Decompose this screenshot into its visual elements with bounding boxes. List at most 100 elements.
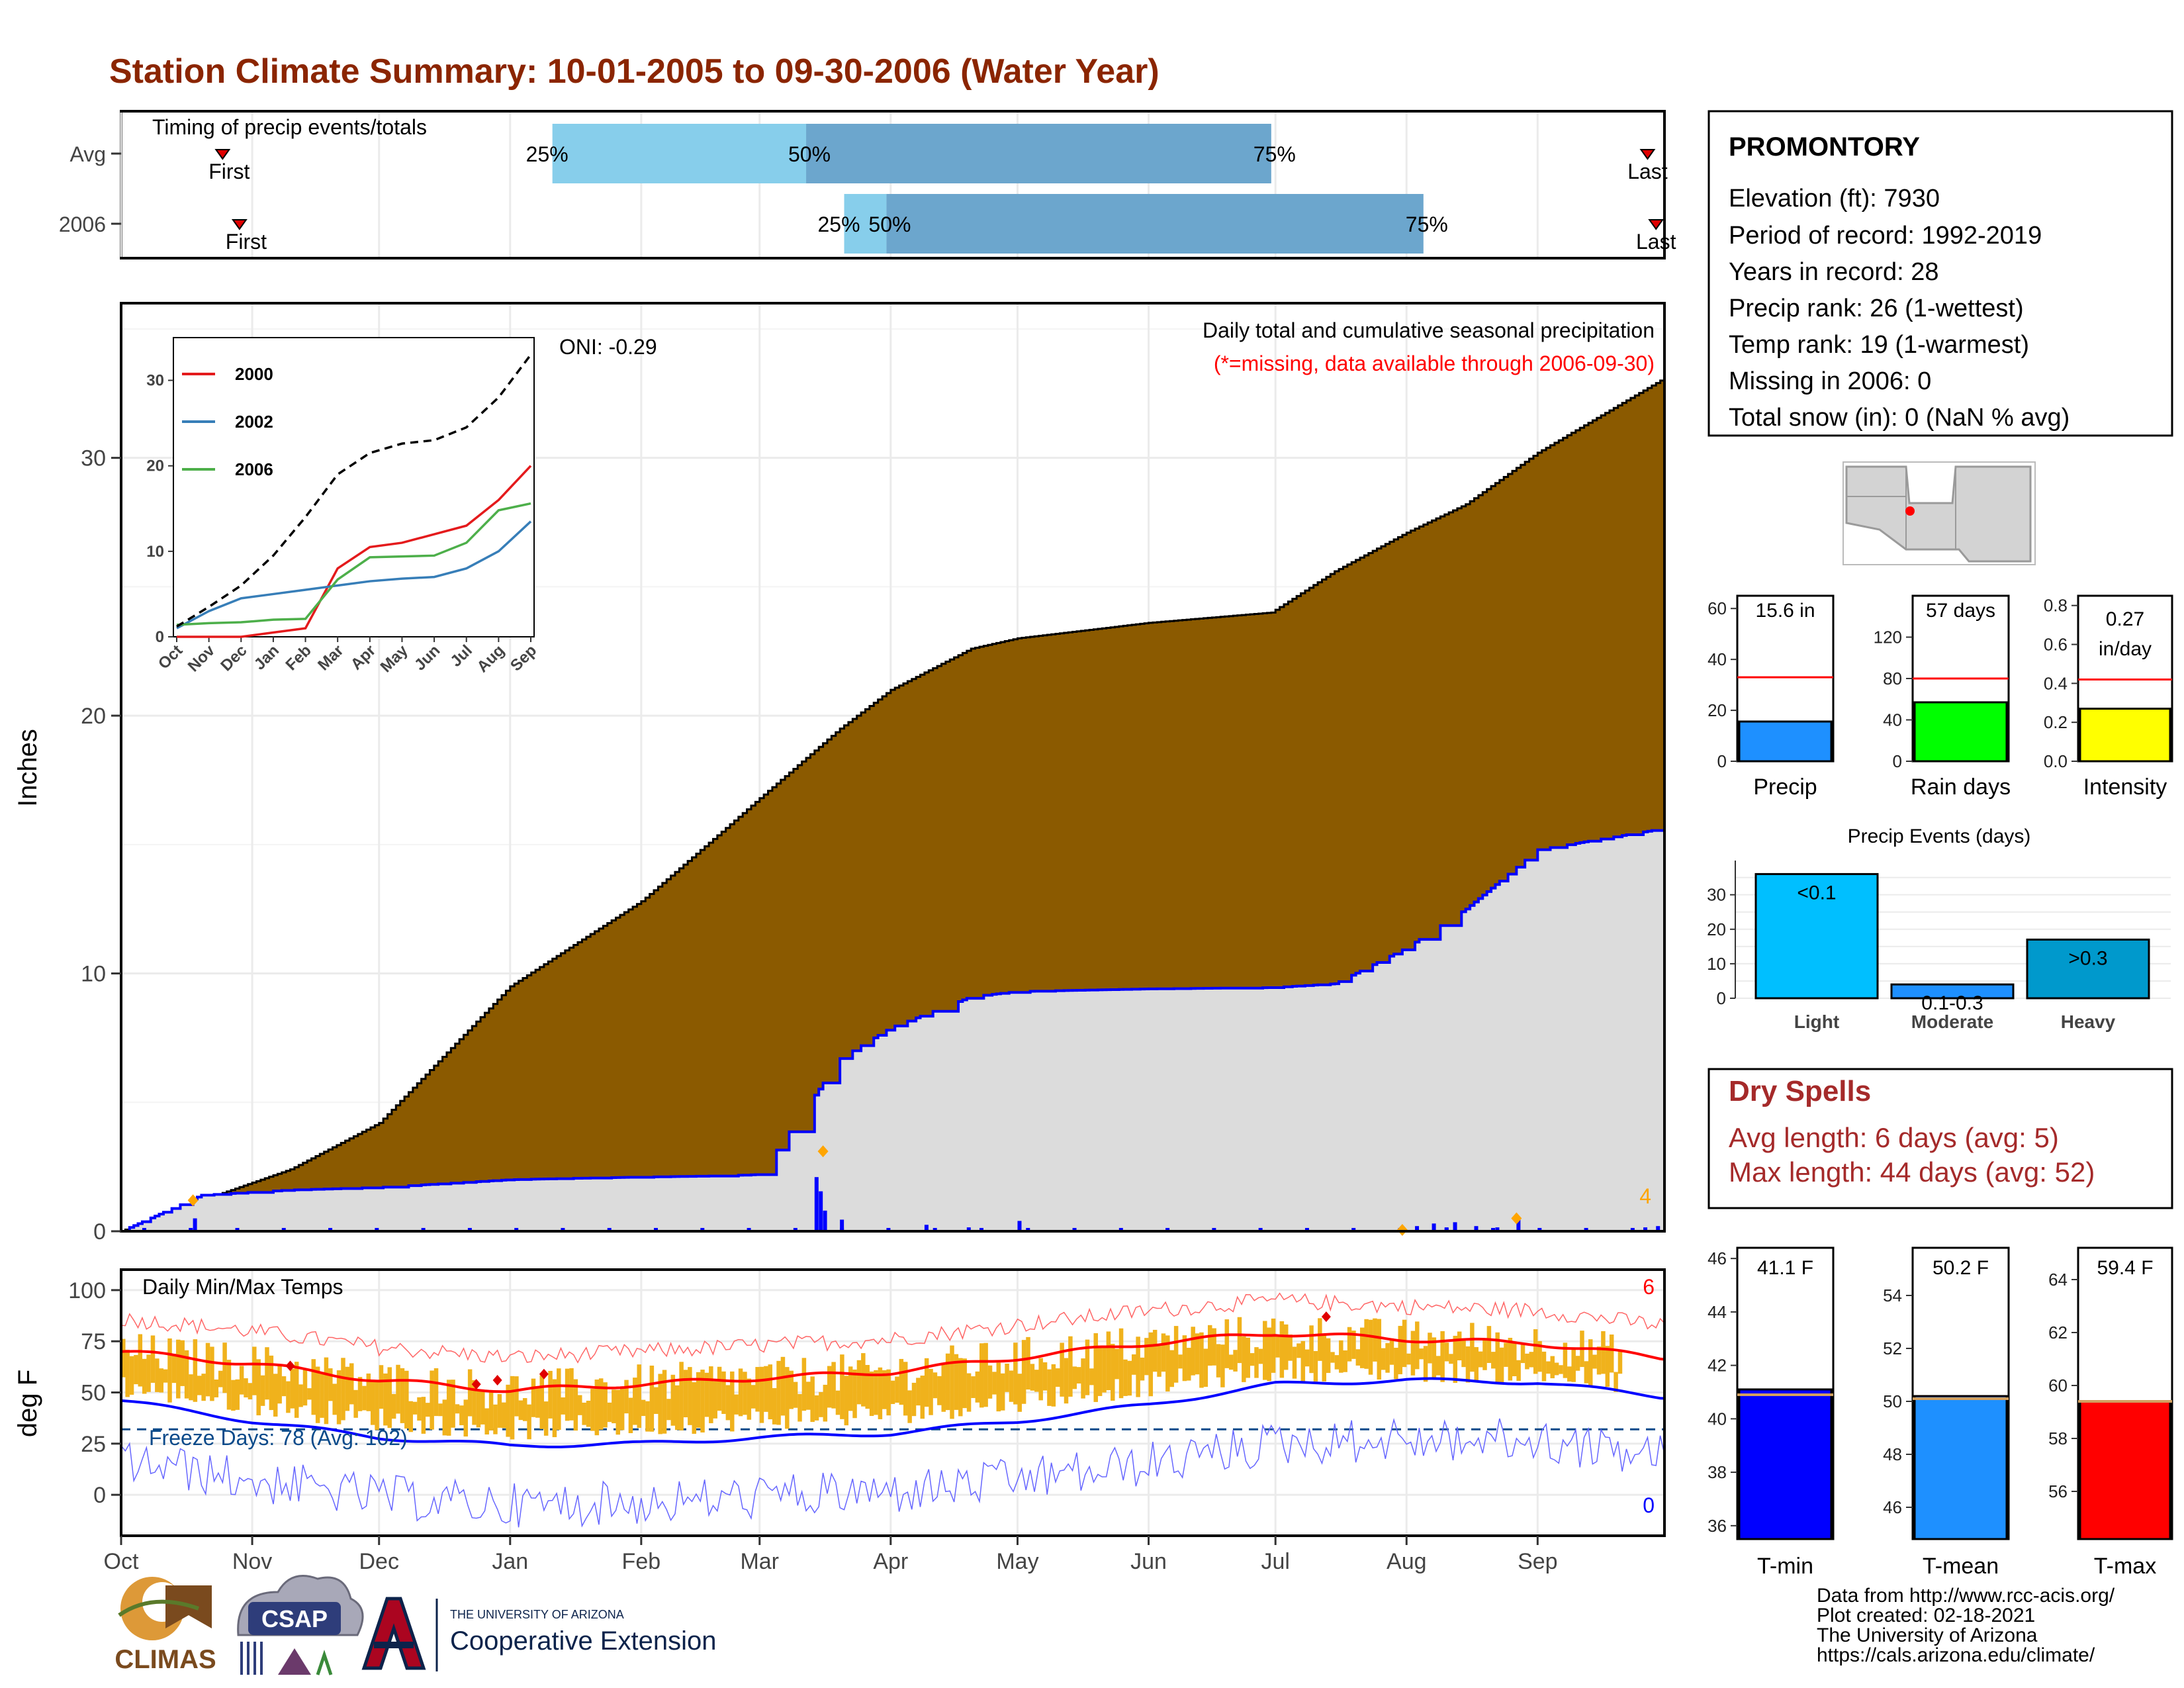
daily-temp-bar xyxy=(1474,1347,1479,1382)
daily-temp-bar xyxy=(1242,1336,1246,1382)
daily-temp-bar xyxy=(979,1343,984,1408)
daily-temp-bar xyxy=(1064,1358,1069,1404)
temp-xtick-label: Aug xyxy=(1387,1549,1427,1574)
temp-ytick-label: 25 xyxy=(81,1432,106,1457)
daily-temp-bar xyxy=(1364,1319,1369,1369)
daily-precip-bar-small xyxy=(235,1228,240,1231)
daily-temp-bar xyxy=(1267,1327,1271,1382)
daily-temp-bar xyxy=(869,1371,874,1417)
daily-temp-bar xyxy=(1398,1325,1402,1375)
daily-temp-bar xyxy=(383,1373,388,1426)
ua-small-text: THE UNIVERSITY OF ARIZONA xyxy=(450,1608,624,1621)
mini-ytick-label: 120 xyxy=(1874,628,1902,647)
daily-temp-bar xyxy=(1047,1369,1052,1406)
average-max-temp-line xyxy=(120,1333,1665,1393)
daily-precip-bar xyxy=(924,1225,929,1231)
mini-ytick-label: 0 xyxy=(1717,751,1727,771)
temp-summary-ytick-label: 60 xyxy=(2048,1376,2068,1395)
daily-temp-bar xyxy=(357,1377,363,1411)
temp-ytick-label: 100 xyxy=(68,1278,106,1303)
mini-bar-rain-days xyxy=(1913,701,2008,763)
daily-temp-bar xyxy=(1533,1329,1538,1374)
daily-temp-bar xyxy=(315,1366,320,1423)
daily-temp-bar xyxy=(1246,1337,1250,1378)
daily-temp-bar xyxy=(1389,1338,1394,1365)
daily-temp-bar xyxy=(294,1362,299,1418)
timing-p25-label: 25% xyxy=(818,212,860,236)
daily-precip-bar-small xyxy=(142,1228,146,1231)
daily-temp-bar xyxy=(717,1366,722,1411)
daily-temp-bar xyxy=(180,1340,185,1386)
events-ytick-label: 30 xyxy=(1707,885,1726,905)
daily-temp-bar xyxy=(1144,1338,1149,1376)
daily-temp-bar xyxy=(1203,1348,1208,1387)
temp-summary-value-label: 59.4 F xyxy=(2097,1257,2153,1279)
daily-temp-bar xyxy=(561,1397,565,1415)
daily-temp-bar xyxy=(776,1360,781,1425)
daily-temp-bar xyxy=(641,1399,646,1417)
daily-temp-bar xyxy=(966,1373,972,1412)
daily-precip-bar-small xyxy=(840,1228,844,1231)
daily-temp-bar xyxy=(142,1358,147,1394)
daily-temp-bar xyxy=(831,1362,836,1409)
mini-bar-precip xyxy=(1738,720,1833,763)
daily-temp-bar xyxy=(1326,1338,1331,1374)
timing-p75-label: 75% xyxy=(1253,142,1296,166)
temp-summary-ytick-label: 52 xyxy=(1883,1338,1902,1358)
inset-frame xyxy=(173,337,535,637)
daily-temp-bar xyxy=(996,1362,1001,1412)
daily-temp-bar xyxy=(362,1385,367,1411)
mini-ytick-label: 0.0 xyxy=(2044,751,2068,771)
daily-temp-bar xyxy=(290,1368,295,1409)
daily-precip-bar xyxy=(1415,1226,1420,1231)
temp-summary-ytick-label: 42 xyxy=(1707,1356,1727,1376)
daily-temp-bar xyxy=(1224,1319,1230,1368)
daily-temp-bar xyxy=(1394,1348,1398,1380)
last-event-label: Last xyxy=(1636,230,1676,254)
daily-precip-bar xyxy=(1516,1219,1521,1231)
daily-temp-bar xyxy=(692,1382,697,1434)
daily-temp-bar xyxy=(463,1399,469,1437)
daily-temp-bar xyxy=(125,1350,130,1397)
daily-temp-bar xyxy=(1444,1342,1449,1362)
daily-temp-bar xyxy=(1347,1327,1352,1362)
daily-temp-bar xyxy=(924,1358,929,1407)
daily-precip-bar-small xyxy=(1351,1228,1356,1231)
daily-temp-bar xyxy=(286,1381,291,1413)
daily-precip-bar-small xyxy=(1212,1228,1216,1231)
inset-legend-label: 2002 xyxy=(235,412,273,432)
daily-temp-bar xyxy=(1111,1344,1115,1401)
mini-ytick-label: 20 xyxy=(1707,700,1727,720)
daily-temp-bar xyxy=(700,1370,705,1432)
daily-temp-bar xyxy=(569,1368,574,1421)
temp-summary-ytick-label: 50 xyxy=(1883,1391,1902,1411)
daily-temp-bar xyxy=(1373,1318,1377,1362)
temp-summary-ytick-label: 46 xyxy=(1883,1497,1902,1517)
temp-chart: 0 25 50 75 100 Oct Nov Dec Jan Feb Mar Apr May Jun Ju… xyxy=(13,1268,1666,1574)
daily-temp-bar xyxy=(903,1362,908,1416)
daily-temp-bar xyxy=(806,1382,811,1410)
timing-bar-q1 xyxy=(844,194,887,254)
daily-temp-bar xyxy=(320,1372,324,1418)
daily-temp-bar xyxy=(345,1366,350,1411)
daily-temp-bar xyxy=(548,1370,553,1419)
daily-temp-bar xyxy=(1343,1350,1347,1372)
temp-xtick-label: Jun xyxy=(1130,1549,1167,1574)
daily-temp-bar xyxy=(1182,1335,1187,1382)
temp-xtick-label: Nov xyxy=(232,1549,272,1574)
temp-xtick-label: Oct xyxy=(104,1549,139,1574)
daily-temp-bar xyxy=(1449,1354,1453,1364)
daily-temp-bar xyxy=(324,1357,329,1425)
daily-temp-bar xyxy=(163,1369,168,1383)
daily-temp-bar xyxy=(899,1358,904,1405)
precip-chart: 0 10 20 30 Inches Daily total and cumulativ… xyxy=(13,302,1666,1244)
daily-temp-bar xyxy=(890,1380,895,1405)
daily-temp-bar xyxy=(1212,1328,1216,1366)
mini-bar-label: Rain days xyxy=(1911,774,2011,800)
daily-temp-bar xyxy=(535,1387,540,1418)
daily-temp-bar xyxy=(438,1403,443,1417)
daily-temp-bar xyxy=(1173,1326,1179,1383)
temp-summary-ytick-label: 44 xyxy=(1707,1302,1727,1322)
daily-temp-bar xyxy=(1541,1351,1547,1382)
